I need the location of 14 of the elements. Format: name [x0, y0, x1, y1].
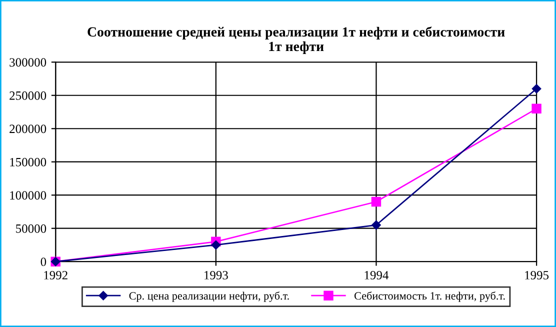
legend-label: Себистоимость 1т. нефти, руб.т. — [354, 292, 505, 302]
x-tick-label: 1994 — [364, 271, 389, 280]
y-tick-label: 200000 — [10, 124, 46, 134]
y-tick-label: 0 — [40, 258, 46, 266]
y-tick-label: 150000 — [10, 158, 46, 166]
chart-title: Соотношение средней цены реализации 1т нефти и себистоимости 1т нефти — [88, 26, 505, 54]
x-tick-label: 1993 — [204, 271, 228, 280]
x-tick-label: 1995 — [525, 271, 549, 280]
x-tick-label: 1992 — [44, 271, 68, 280]
y-tick-label: 300000 — [10, 58, 46, 67]
y-tick-label: 250000 — [10, 91, 46, 100]
legend-label: Ср. цена реализации нефти, руб.т. — [129, 292, 289, 302]
y-tick-label: 50000 — [16, 224, 46, 233]
y-tick-label: 100000 — [10, 191, 46, 200]
